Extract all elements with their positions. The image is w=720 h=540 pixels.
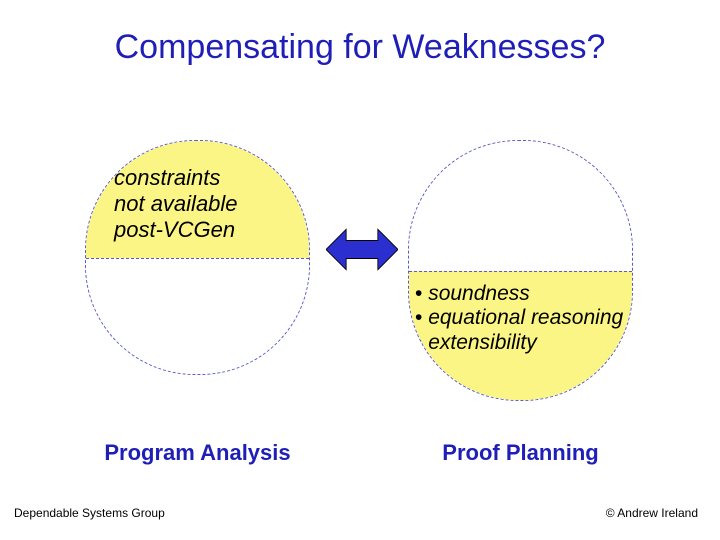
right-pill-divider (409, 271, 632, 272)
right-pill: • soundness• equational reasoning• exten… (408, 140, 633, 401)
right-pill-bullet: • equational reasoning (415, 306, 623, 331)
left-pill-bottom (86, 258, 309, 375)
double-arrow-icon (326, 227, 398, 272)
left-pill: constraintsnot availablepost-VCGen (85, 140, 310, 375)
left-pill-text-line: post-VCGen (114, 217, 238, 243)
left-pill-text: constraintsnot availablepost-VCGen (114, 165, 238, 243)
footer-left: Dependable Systems Group (14, 506, 165, 520)
right-pill-top (409, 141, 632, 271)
left-label: Program Analysis (85, 440, 310, 466)
right-pill-bullet: • soundness (415, 282, 623, 307)
footer-right: © Andrew Ireland (606, 506, 698, 520)
left-pill-divider (86, 258, 309, 259)
right-pill-text: • soundness• equational reasoning• exten… (415, 282, 623, 356)
slide: Compensating for Weaknesses? constraints… (0, 0, 720, 540)
left-pill-text-line: constraints (114, 165, 238, 191)
left-pill-text-line: not available (114, 191, 238, 217)
slide-title: Compensating for Weaknesses? (0, 28, 720, 67)
right-label: Proof Planning (408, 440, 633, 466)
right-pill-bullet: • extensibility (415, 331, 623, 356)
